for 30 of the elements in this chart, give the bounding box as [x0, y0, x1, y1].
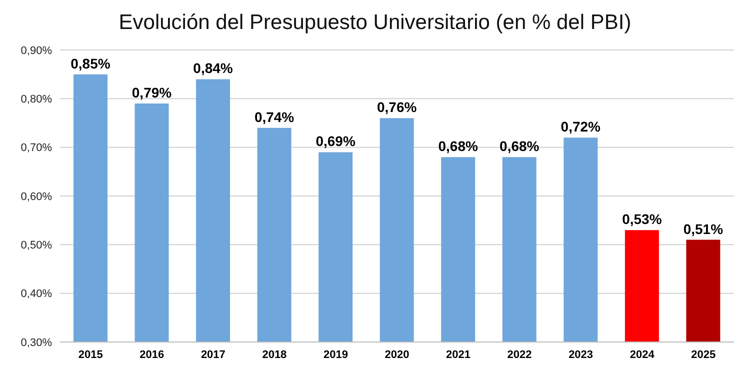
- x-tick-label: 2025: [691, 348, 716, 361]
- chart-title: Evolución del Presupuesto Universitario (en % del PBI): [118, 10, 632, 36]
- x-tick-label: 2022: [507, 348, 532, 361]
- y-tick-label: 0,90%: [20, 44, 52, 57]
- y-tick-label: 0,70%: [20, 142, 52, 154]
- x-tick-label: 2017: [200, 348, 226, 361]
- x-tick-label: 2018: [262, 348, 287, 361]
- data-label: 0,76%: [376, 99, 418, 116]
- data-label: 0,53%: [622, 211, 662, 228]
- data-label: 0,51%: [683, 220, 724, 237]
- x-tick-label: 2019: [323, 348, 348, 361]
- x-tick-label: 2015: [78, 348, 103, 361]
- y-tick-label: 0,30%: [20, 336, 52, 349]
- x-tick-label: 2023: [568, 348, 594, 361]
- data-label: 0,68%: [500, 138, 540, 154]
- data-label: 0,85%: [70, 55, 111, 72]
- y-tick-label: 0,40%: [20, 288, 52, 300]
- data-label: 0,72%: [560, 118, 602, 135]
- x-tick-label: 2021: [446, 348, 471, 361]
- data-label: 0,69%: [316, 133, 356, 150]
- data-label: 0,68%: [438, 138, 479, 154]
- x-tick-label: 2016: [140, 348, 164, 361]
- x-tick-label: 2024: [630, 348, 656, 361]
- y-tick-label: 0,60%: [20, 190, 52, 203]
- y-tick-label: 0,50%: [20, 240, 52, 252]
- x-tick-label: 2020: [384, 348, 410, 361]
- y-tick-label: 0,80%: [20, 94, 52, 106]
- data-label: 0,79%: [132, 84, 172, 101]
- data-label: 0,84%: [193, 60, 234, 76]
- data-label: 0,74%: [254, 108, 295, 125]
